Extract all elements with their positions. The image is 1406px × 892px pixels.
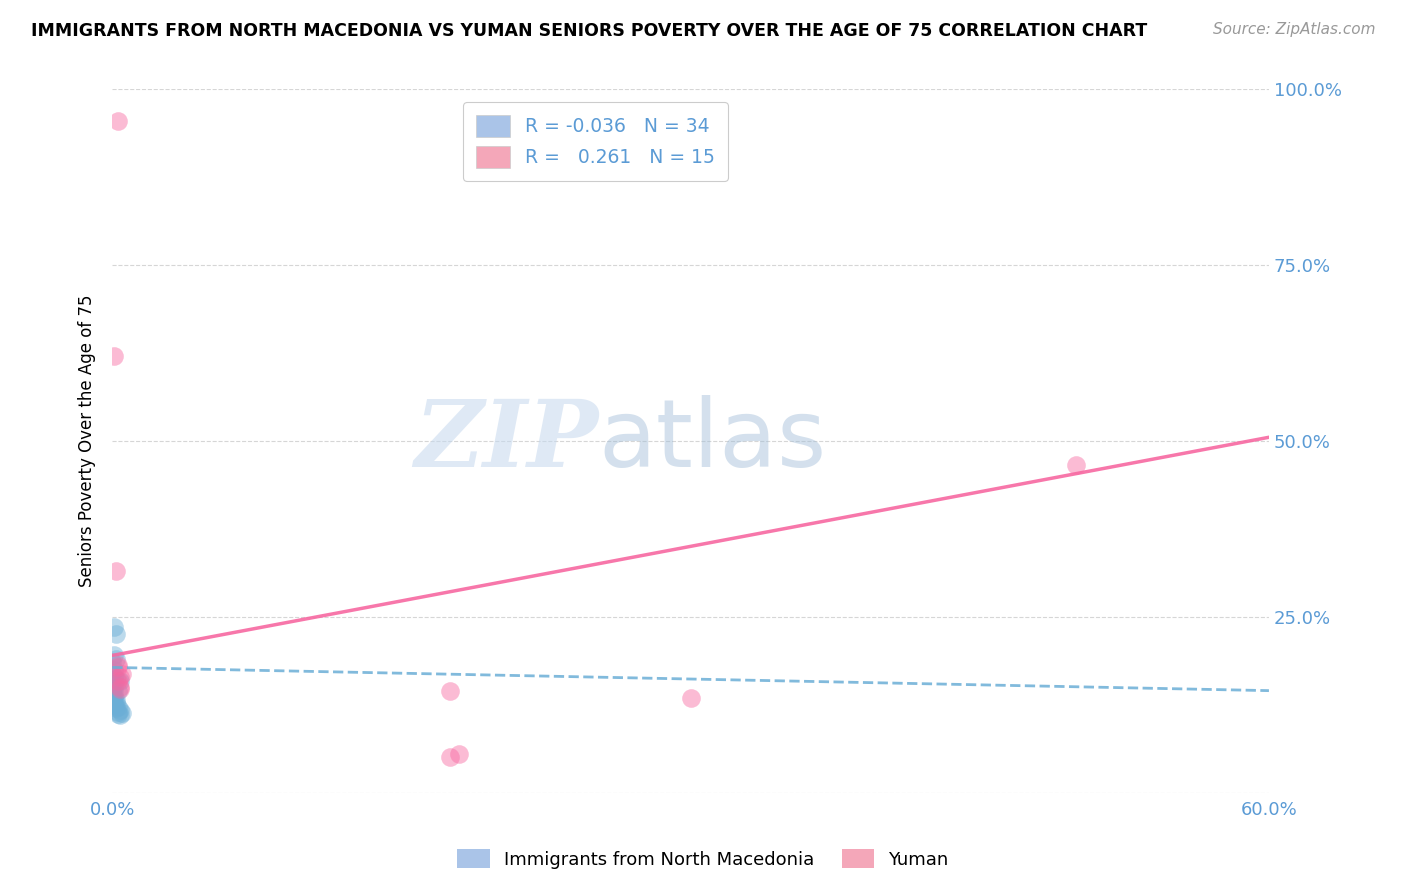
- Point: [105, 701, 128, 715]
- Point: [449, 747, 471, 761]
- Point: [105, 627, 128, 641]
- Point: [103, 669, 125, 683]
- Point: [108, 703, 131, 717]
- Text: atlas: atlas: [598, 395, 827, 487]
- Point: [101, 676, 124, 690]
- Legend: R = -0.036   N = 34, R =   0.261   N = 15: R = -0.036 N = 34, R = 0.261 N = 15: [463, 102, 728, 181]
- Point: [111, 706, 134, 721]
- Point: [1064, 458, 1087, 473]
- Point: [107, 657, 129, 672]
- Point: [108, 681, 131, 696]
- Point: [107, 706, 129, 721]
- Point: [107, 699, 129, 714]
- Point: [105, 564, 128, 578]
- Text: IMMIGRANTS FROM NORTH MACEDONIA VS YUMAN SENIORS POVERTY OVER THE AGE OF 75 CORR: IMMIGRANTS FROM NORTH MACEDONIA VS YUMAN…: [31, 22, 1147, 40]
- Point: [679, 690, 702, 705]
- Point: [103, 349, 125, 363]
- Point: [101, 666, 124, 681]
- Point: [101, 685, 124, 699]
- Point: [105, 652, 128, 666]
- Point: [111, 667, 134, 681]
- Point: [103, 648, 125, 663]
- Point: [101, 694, 124, 708]
- Point: [439, 683, 461, 698]
- Point: [439, 750, 461, 764]
- Point: [103, 698, 125, 712]
- Point: [108, 708, 131, 723]
- Point: [101, 687, 124, 701]
- Point: [107, 660, 129, 674]
- Point: [103, 693, 125, 707]
- Point: [107, 705, 129, 719]
- Point: [107, 674, 129, 689]
- Point: [101, 690, 124, 705]
- Point: [108, 669, 131, 683]
- Point: [103, 683, 125, 698]
- Point: [101, 673, 124, 687]
- Legend: Immigrants from North Macedonia, Yuman: Immigrants from North Macedonia, Yuman: [450, 842, 956, 876]
- Point: [103, 663, 125, 677]
- Point: [105, 672, 128, 686]
- Point: [107, 683, 129, 698]
- Point: [103, 680, 125, 694]
- Point: [101, 682, 124, 697]
- Point: [108, 674, 131, 689]
- Point: [108, 680, 131, 694]
- Point: [103, 620, 125, 634]
- Point: [101, 656, 124, 670]
- Point: [107, 113, 129, 128]
- Point: [103, 674, 125, 689]
- Text: ZIP: ZIP: [413, 396, 598, 486]
- Point: [105, 696, 128, 710]
- Point: [105, 693, 128, 707]
- Point: [103, 696, 125, 710]
- Text: Source: ZipAtlas.com: Source: ZipAtlas.com: [1212, 22, 1375, 37]
- Point: [103, 689, 125, 703]
- Y-axis label: Seniors Poverty Over the Age of 75: Seniors Poverty Over the Age of 75: [79, 294, 96, 587]
